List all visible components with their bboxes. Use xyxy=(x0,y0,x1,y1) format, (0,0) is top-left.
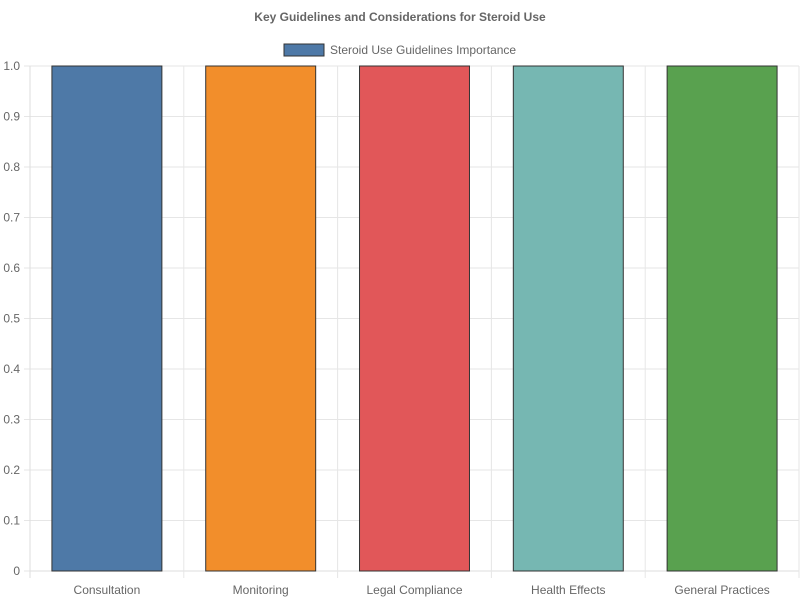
legend[interactable]: Steroid Use Guidelines Importance xyxy=(283,43,516,57)
y-tick-label: 0.5 xyxy=(3,312,20,326)
y-tick-label: 0.8 xyxy=(3,160,20,174)
y-tick-label: 0 xyxy=(13,564,20,578)
x-tick-label: Consultation xyxy=(74,583,141,597)
y-tick-label: 1.0 xyxy=(3,59,20,73)
x-axis-ticks: Consultation Monitoring Legal Compliance He… xyxy=(74,583,770,597)
y-tick-label: 0.4 xyxy=(3,362,20,376)
y-tick-label: 0.2 xyxy=(3,463,20,477)
legend-swatch[interactable] xyxy=(283,43,325,57)
bars xyxy=(51,65,778,572)
y-tick-label: 0.1 xyxy=(3,514,20,528)
legend-label[interactable]: Steroid Use Guidelines Importance xyxy=(330,43,516,57)
x-tick-label: Health Effects xyxy=(531,583,605,597)
y-tick-label: 0.7 xyxy=(3,211,20,225)
chart-title: Key Guidelines and Considerations for St… xyxy=(254,10,546,24)
y-tick-label: 0.3 xyxy=(3,413,20,427)
bar[interactable] xyxy=(205,65,317,572)
x-tick-label: General Practices xyxy=(674,583,769,597)
bar[interactable] xyxy=(512,65,624,572)
bar[interactable] xyxy=(359,65,470,572)
y-tick-label: 0.9 xyxy=(3,110,20,124)
y-tick-label: 0.6 xyxy=(3,261,20,275)
bar[interactable] xyxy=(51,65,163,572)
y-axis-ticks: 0 0.1 0.2 0.3 0.4 0.5 0.6 0.7 0.8 0.9 1.0 xyxy=(3,59,20,578)
x-tick-label: Monitoring xyxy=(233,583,289,597)
x-tick-label: Legal Compliance xyxy=(366,583,462,597)
bar[interactable] xyxy=(666,65,778,572)
